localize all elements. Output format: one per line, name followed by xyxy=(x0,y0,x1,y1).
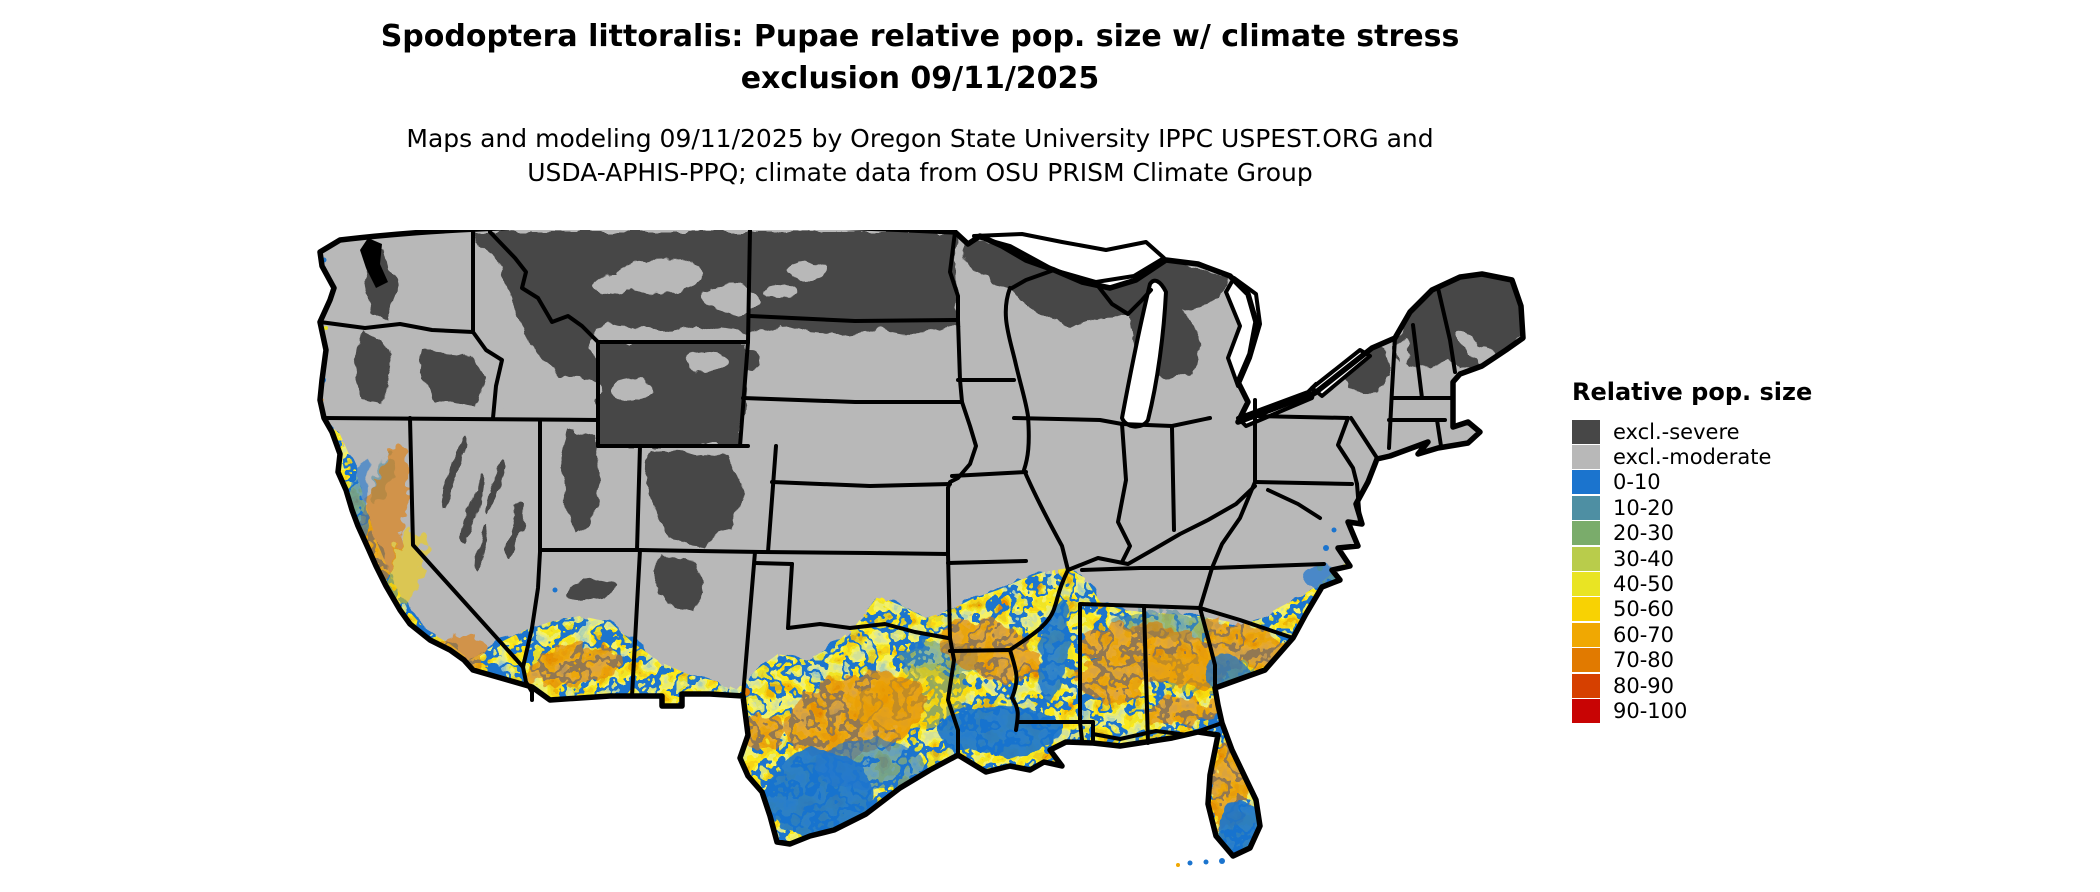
state-border-line xyxy=(1003,286,1070,732)
state-border-line xyxy=(786,622,950,640)
severe-exclusion-layer xyxy=(354,232,1523,612)
state-border-line xyxy=(746,228,752,344)
state-border-line xyxy=(635,444,642,552)
legend-item: 20-30 xyxy=(1572,521,1812,546)
legend-item: 80-90 xyxy=(1572,673,1812,698)
map-title-line-1: Spodoptera littoralis: Pupae relative po… xyxy=(380,19,1460,54)
map-subtitle-line-1: Maps and modeling 09/11/2025 by Oregon S… xyxy=(406,124,1434,153)
legend-swatch-50-60 xyxy=(1572,597,1600,622)
state-border-line xyxy=(946,400,978,490)
state-border-line xyxy=(770,480,952,488)
state-border-line xyxy=(1198,606,1217,690)
legend-swatch-excl-severe xyxy=(1572,419,1600,444)
state-border-line xyxy=(946,552,952,640)
state-border-line xyxy=(1010,268,1056,290)
lake-michigan xyxy=(1120,278,1168,429)
state-border-line xyxy=(471,330,504,420)
state-border-line xyxy=(1142,604,1150,745)
legend-swatch-20-30 xyxy=(1572,521,1600,546)
legend-swatch-10-20 xyxy=(1572,495,1600,520)
state-border-line xyxy=(741,550,757,698)
state-border-line xyxy=(1435,418,1443,448)
state-borders xyxy=(318,228,1457,757)
state-border-line xyxy=(322,416,600,422)
state-border-line xyxy=(1096,284,1153,316)
state-border-line xyxy=(1436,286,1457,374)
map-subtitle-line-2: USDA-APHIS-PPQ; climate data from OSU PR… xyxy=(527,158,1313,187)
state-border-line xyxy=(1411,323,1424,400)
legend-swatch-40-50 xyxy=(1572,572,1600,597)
state-border-line xyxy=(1253,414,1350,420)
state-border-line xyxy=(408,416,525,669)
map-title: Spodoptera littoralis: Pupae relative po… xyxy=(0,16,1840,100)
legend-item: 90-100 xyxy=(1572,698,1812,723)
state-border-line xyxy=(741,396,964,404)
legend-swatch-90-100 xyxy=(1572,698,1600,723)
state-border-line xyxy=(946,559,1028,565)
legend-item: excl.-severe xyxy=(1572,419,1812,444)
state-border-line xyxy=(748,314,960,323)
state-border-line xyxy=(1170,416,1212,428)
puget-sound xyxy=(360,238,388,288)
state-border-line xyxy=(948,648,1012,653)
us-map-figure xyxy=(310,230,1560,880)
state-border-line xyxy=(521,550,542,669)
state-border-line xyxy=(1253,480,1354,486)
legend-swatch-60-70 xyxy=(1572,622,1600,647)
state-border-line xyxy=(1349,416,1379,460)
state-border-line xyxy=(1116,422,1132,564)
legend-item: 70-80 xyxy=(1572,648,1812,673)
legend-item: 40-50 xyxy=(1572,571,1812,597)
state-border-line xyxy=(1387,336,1397,450)
state-border-line xyxy=(538,548,950,556)
legend-swatch-0-10 xyxy=(1572,470,1600,495)
legend: Relative pop. size excl.-severe excl.-mo… xyxy=(1572,378,1812,724)
state-border-line xyxy=(786,562,794,630)
state-border-line xyxy=(753,561,794,566)
state-border-line xyxy=(488,230,600,344)
state-border-line xyxy=(318,320,475,334)
legend-swatch-70-80 xyxy=(1572,648,1600,673)
legend-item: 50-60 xyxy=(1572,597,1812,622)
state-border-line xyxy=(1078,604,1084,742)
state-border-line xyxy=(1170,426,1176,532)
state-border-line xyxy=(1012,416,1124,426)
legend-swatch-80-90 xyxy=(1572,673,1600,698)
legend-item: 0-10 xyxy=(1572,470,1812,495)
state-border-line xyxy=(1266,488,1322,520)
legend-item: excl.-moderate xyxy=(1572,444,1812,470)
map-subtitle: Maps and modeling 09/11/2025 by Oregon S… xyxy=(0,122,1840,190)
state-border-line xyxy=(1198,606,1295,640)
map-title-line-2: exclusion 09/11/2025 xyxy=(740,61,1100,96)
state-border-line xyxy=(1336,416,1359,486)
state-border-line xyxy=(630,548,642,698)
us-map-svg xyxy=(310,228,1560,867)
state-border-line xyxy=(1198,566,1214,610)
state-border-line xyxy=(950,470,1028,478)
state-border-line xyxy=(738,340,750,448)
legend-title: Relative pop. size xyxy=(1572,378,1813,406)
state-border-line xyxy=(1080,566,1214,572)
legend-swatch-30-40 xyxy=(1572,546,1600,571)
state-border-line xyxy=(1120,422,1174,428)
state-border-line xyxy=(1210,480,1257,570)
state-border-line xyxy=(1066,484,1257,572)
state-border-line xyxy=(766,444,778,554)
state-border-line xyxy=(956,318,962,382)
legend-item: 30-40 xyxy=(1572,546,1812,571)
state-border-line xyxy=(1210,562,1326,570)
state-border-line xyxy=(958,378,964,404)
legend-swatch-excl-moderate xyxy=(1572,445,1600,470)
state-border-line xyxy=(948,230,960,322)
legend-item: 60-70 xyxy=(1572,622,1812,647)
legend-item: 10-20 xyxy=(1572,495,1812,520)
moderate-valley-patches xyxy=(498,257,1499,414)
florida-keys xyxy=(1176,858,1225,867)
